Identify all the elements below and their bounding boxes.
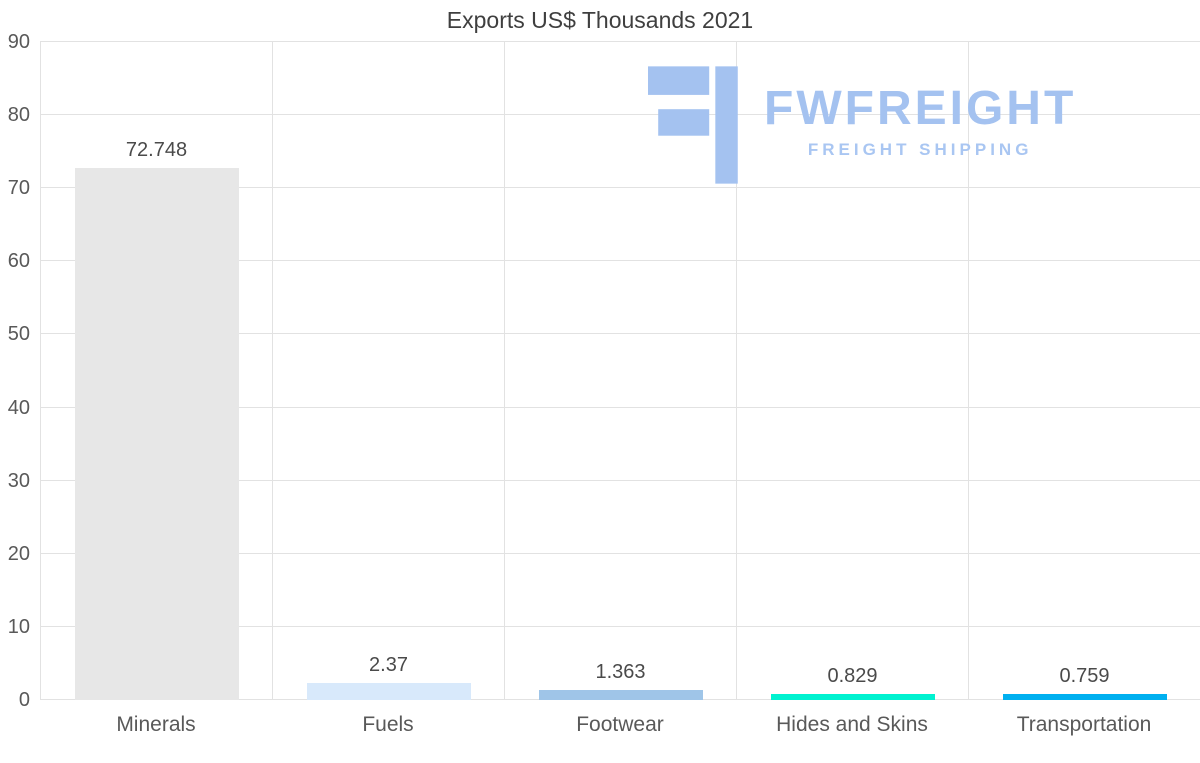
bar-column-fuels: 2.37	[272, 42, 504, 700]
x-tick-label-transportation: Transportation	[1016, 713, 1152, 736]
y-tick-label-50: 50	[7, 323, 30, 346]
value-label-footwear: 1.363	[595, 661, 646, 684]
y-tick-label-60: 60	[7, 250, 30, 273]
value-label-minerals: 72.748	[125, 139, 188, 162]
gridline-60	[40, 260, 1200, 262]
plot-area: 72.748 2.37 1.363 0.829 0.759	[40, 41, 1200, 700]
bar-fuels	[306, 682, 471, 700]
value-label-fuels: 2.37	[369, 653, 408, 676]
gridline-90	[40, 41, 1200, 42]
bar-minerals	[74, 168, 239, 700]
y-tick-label-70: 70	[7, 177, 30, 200]
y-tick-label-30: 30	[7, 469, 30, 492]
gridline-70	[40, 187, 1200, 189]
y-axis: 0 10 20 30 40 50 60 70 80 90	[0, 32, 36, 710]
y-tick-label-20: 20	[7, 542, 30, 565]
logo-brand-name: FWFREIGHT	[764, 82, 1077, 135]
x-axis: Minerals Fuels Footwear Hides and Skins Tran…	[40, 700, 1200, 763]
fwfreight-logo-icon	[648, 66, 738, 184]
x-tick-label-footwear: Footwear	[576, 713, 664, 736]
bar-column-transportation: 0.759	[968, 42, 1200, 700]
bar-footwear	[538, 690, 703, 700]
bar-column-minerals: 72.748	[40, 42, 272, 700]
fwfreight-logo: FWFREIGHT FREIGHT SHIPPING	[648, 66, 1076, 184]
bar-column-footwear: 1.363	[504, 42, 736, 700]
y-tick-label-10: 10	[7, 615, 30, 638]
x-tick-label-minerals: Minerals	[116, 713, 196, 736]
y-tick-label-90: 90	[7, 31, 30, 53]
bar-column-hides-and-skins: 0.829	[736, 42, 968, 700]
gridline-30	[40, 479, 1200, 481]
gridline-50	[40, 333, 1200, 335]
x-tick-label-hides-and-skins: Hides and Skins	[776, 713, 928, 736]
bar-transportation	[1002, 694, 1167, 700]
bar-columns: 72.748 2.37 1.363 0.829 0.759	[40, 42, 1200, 700]
y-tick-label-0: 0	[18, 689, 30, 711]
y-tick-label-80: 80	[7, 104, 30, 127]
chart-title: Exports US$ Thousands 2021	[446, 7, 754, 33]
bar-hides-and-skins	[770, 693, 935, 700]
gridline-80	[40, 114, 1200, 116]
x-tick-label-fuels: Fuels	[362, 713, 414, 736]
y-tick-label-40: 40	[7, 396, 30, 419]
gridline-10	[40, 625, 1200, 627]
logo-text-block: FWFREIGHT FREIGHT SHIPPING	[764, 66, 1076, 160]
gridline-40	[40, 406, 1200, 408]
logo-tagline: FREIGHT SHIPPING	[807, 140, 1033, 160]
value-label-hides-and-skins: 0.829	[827, 664, 878, 687]
gridline-20	[40, 552, 1200, 554]
value-label-transportation: 0.759	[1059, 665, 1110, 688]
